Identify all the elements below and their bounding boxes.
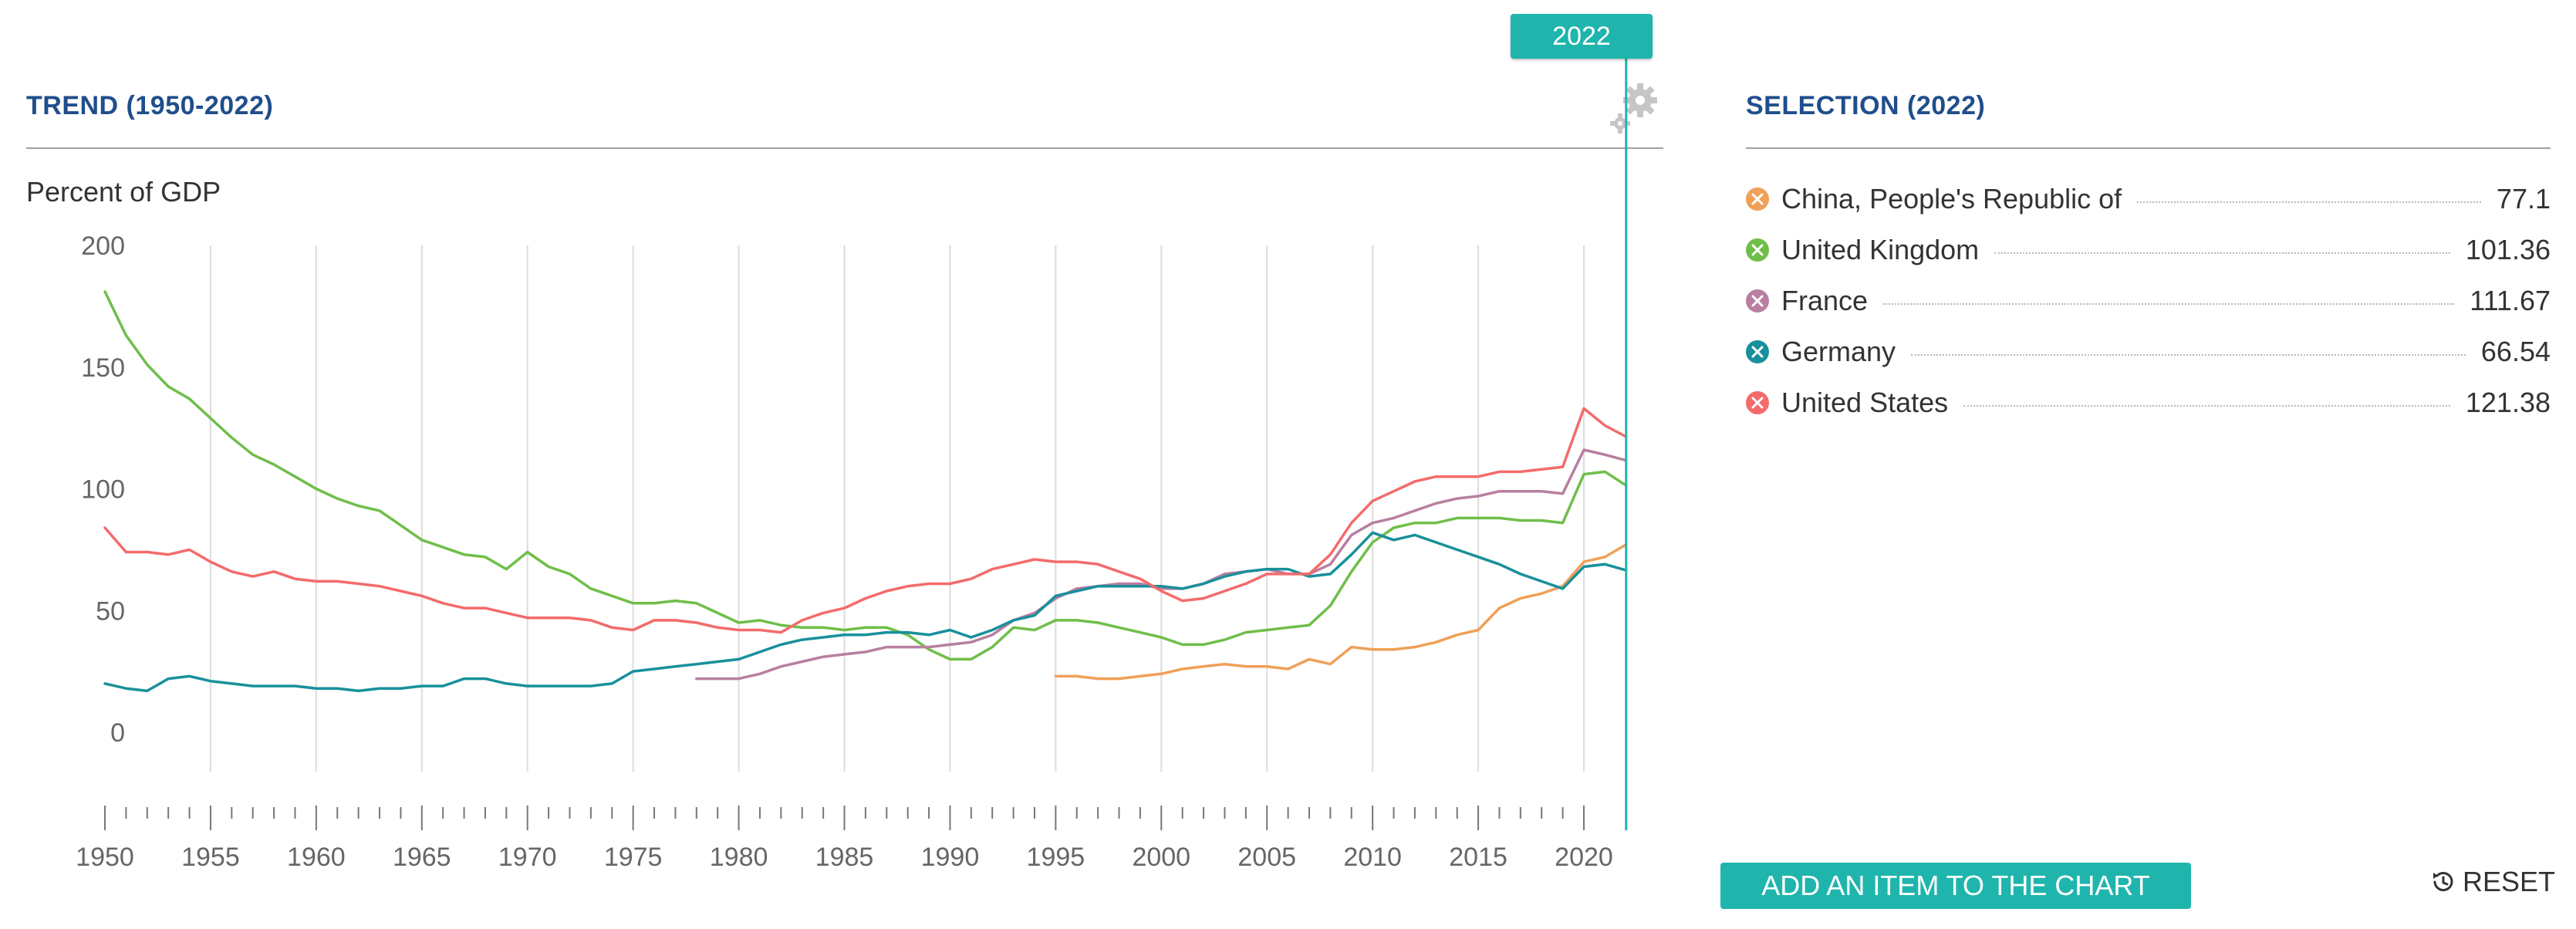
legend-leader-dots [1963,405,2450,407]
legend-value: 66.54 [2480,336,2551,367]
legend-item: China, People's Republic of 77.1 [1746,174,2551,225]
y-axis: 0 50 100 150 200 [81,231,125,748]
legend-item: United Kingdom 101.36 [1746,225,2551,275]
legend-leader-dots [2137,201,2481,203]
remove-x-icon[interactable] [1746,289,1769,312]
legend-item: United States 121.38 [1746,377,2551,428]
x-tick-label: 1965 [393,843,451,872]
remove-x-icon[interactable] [1746,187,1769,211]
x-tick-label: 2000 [1132,843,1190,872]
legend-leader-dots [1911,354,2466,356]
legend-country-name: United States [1781,387,1949,418]
legend-country-name: China, People's Republic of [1781,183,2122,215]
x-tick-label: 1980 [710,843,768,872]
trend-line-chart: 0 50 100 150 200 1950 1955 1960 1965 1970 1975 198… [76,46,1628,872]
x-tick-label: 1985 [815,843,874,872]
x-tick-label: 2010 [1343,843,1402,872]
y-tick-label: 100 [81,475,125,505]
add-item-button[interactable]: ADD AN ITEM TO THE CHART [1720,863,2191,909]
legend-item: France 111.67 [1746,275,2551,326]
reset-label: RESET [2463,866,2556,897]
x-tick-label: 1960 [287,843,346,872]
series-line[interactable] [103,531,1628,693]
legend-leader-dots [1883,303,2455,305]
selection-section-title: SELECTION (2022) [1746,91,1986,120]
y-tick-label: 200 [81,231,125,261]
y-tick-label: 150 [81,353,125,383]
x-tick-label: 2005 [1237,843,1296,872]
trend-section-title: TREND (1950-2022) [26,91,274,120]
legend-leader-dots [1994,252,2450,254]
y-tick-label: 50 [96,596,125,626]
legend-country-name: United Kingdom [1781,234,1980,265]
chart-series [103,290,1628,693]
legend-value: 111.67 [2470,285,2551,316]
legend-value: 101.36 [2465,234,2551,265]
remove-x-icon[interactable] [1746,391,1769,414]
legend-item: Germany 66.54 [1746,326,2551,377]
x-axis: 1950 1955 1960 1965 1970 1975 1980 1985 1990 1995… [76,806,1613,872]
series-line[interactable] [103,290,1628,661]
year-cursor-handle[interactable]: 2022 [1511,14,1653,59]
x-tick-label: 1990 [921,843,980,872]
legend-value: 121.38 [2465,387,2551,418]
selection-legend: China, People's Republic of 77.1 United … [1746,174,2551,428]
series-line[interactable] [1054,542,1628,681]
y-axis-label: Percent of GDP [26,176,221,208]
x-tick-label: 1970 [498,843,557,872]
legend-value: 77.1 [2496,183,2551,215]
remove-x-icon[interactable] [1746,340,1769,363]
x-tick-label: 1950 [76,843,134,872]
gear-icon[interactable] [1606,80,1660,137]
reset-button[interactable]: RESET [2430,866,2555,898]
trend-title-divider [26,147,1663,149]
reset-icon [2433,872,2453,892]
selection-title-divider [1746,147,2551,149]
series-line[interactable] [103,407,1628,634]
series-line[interactable] [695,448,1628,681]
y-tick-label: 0 [110,718,125,748]
remove-x-icon[interactable] [1746,238,1769,262]
x-tick-label: 1975 [604,843,663,872]
legend-country-name: Germany [1781,336,1896,367]
x-tick-label: 2020 [1555,843,1613,872]
chart-grid [209,245,1585,772]
x-tick-label: 2015 [1449,843,1507,872]
legend-country-name: France [1781,285,1869,316]
x-tick-label: 1955 [181,843,240,872]
x-tick-label: 1995 [1027,843,1085,872]
